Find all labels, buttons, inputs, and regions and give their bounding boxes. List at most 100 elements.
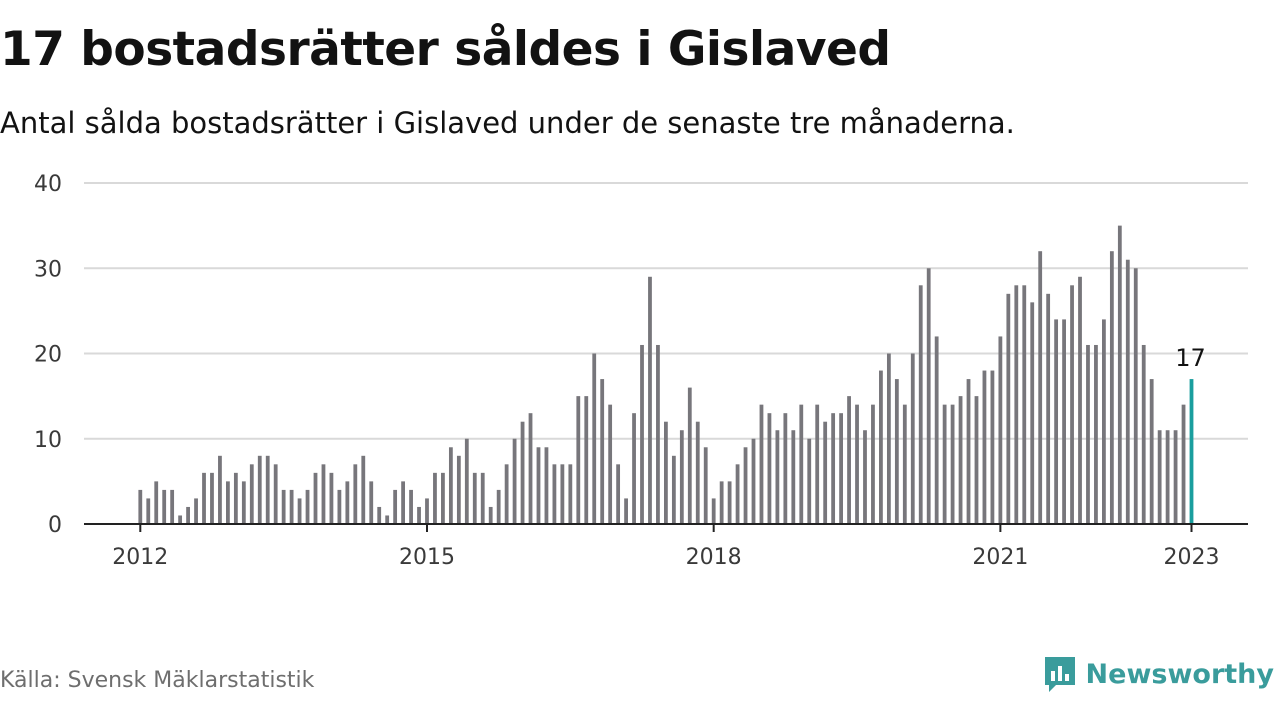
bar bbox=[990, 370, 995, 524]
bar bbox=[751, 438, 756, 524]
y-tick-label: 10 bbox=[34, 428, 62, 453]
bar bbox=[1117, 225, 1122, 524]
bar bbox=[727, 481, 732, 524]
bar bbox=[783, 413, 788, 524]
annotations: 17 bbox=[1175, 344, 1206, 372]
x-tick-label: 2023 bbox=[1164, 545, 1220, 570]
bar bbox=[441, 472, 445, 524]
bar bbox=[1165, 430, 1170, 524]
bar bbox=[902, 404, 907, 524]
bar bbox=[512, 438, 517, 524]
bar bbox=[1046, 293, 1051, 524]
bar bbox=[353, 464, 358, 524]
bar bbox=[791, 430, 796, 524]
bar bbox=[425, 498, 429, 524]
bar bbox=[305, 489, 310, 524]
bar bbox=[831, 413, 836, 524]
bar bbox=[369, 481, 374, 524]
bar bbox=[671, 455, 676, 524]
x-tick-label: 2021 bbox=[972, 545, 1028, 570]
bar bbox=[337, 489, 342, 524]
bar bbox=[886, 353, 891, 524]
bar bbox=[632, 413, 636, 524]
bar bbox=[1141, 344, 1146, 524]
last-value-label: 17 bbox=[1175, 344, 1206, 372]
bar bbox=[695, 421, 700, 524]
x-tick-label: 2015 bbox=[399, 545, 455, 570]
bar bbox=[998, 336, 1003, 524]
bar bbox=[974, 396, 979, 524]
source-note: Källa: Svensk Mäklarstatistik bbox=[0, 668, 315, 693]
bar bbox=[799, 404, 804, 524]
bar bbox=[146, 498, 151, 524]
bar bbox=[194, 498, 198, 524]
bar bbox=[711, 498, 716, 524]
bar bbox=[815, 404, 820, 524]
bar bbox=[584, 396, 589, 524]
bar bbox=[648, 276, 652, 524]
bar bbox=[464, 438, 469, 524]
bar bbox=[361, 455, 366, 524]
bar bbox=[1149, 379, 1154, 524]
bar bbox=[409, 489, 413, 524]
bar bbox=[1038, 251, 1043, 524]
bar bbox=[640, 344, 644, 524]
bar bbox=[592, 353, 597, 524]
y-tick-label: 30 bbox=[34, 257, 62, 282]
bar bbox=[1094, 344, 1098, 524]
brand-logo: Newsworthy bbox=[1042, 654, 1274, 694]
bar bbox=[1173, 430, 1178, 524]
bar bbox=[186, 506, 190, 524]
y-tick-label: 40 bbox=[34, 172, 62, 197]
bar bbox=[170, 489, 175, 524]
bar bbox=[385, 515, 390, 524]
bar bbox=[855, 404, 859, 524]
bar bbox=[226, 481, 230, 524]
bar bbox=[759, 404, 764, 524]
bar bbox=[313, 472, 318, 524]
bar bbox=[767, 413, 772, 524]
bar-chart: 0 10 20 30 40 2012 2015 2018 2021 2023 17 bbox=[34, 172, 1248, 570]
bar bbox=[719, 481, 724, 524]
bar bbox=[735, 464, 740, 524]
bar bbox=[560, 464, 565, 524]
bar bbox=[528, 413, 533, 524]
bar bbox=[321, 464, 326, 524]
bar bbox=[233, 472, 238, 524]
bar bbox=[910, 353, 915, 524]
bar bbox=[950, 404, 955, 524]
bar bbox=[616, 464, 621, 524]
bar bbox=[345, 481, 350, 524]
bar bbox=[154, 481, 159, 524]
chart-title: 17 bostadsrätter såldes i Gislaved bbox=[0, 22, 891, 77]
bar bbox=[544, 447, 549, 524]
bar bbox=[687, 387, 692, 524]
bar bbox=[265, 455, 270, 524]
bar bbox=[823, 421, 828, 524]
bar bbox=[576, 396, 581, 524]
bar bbox=[552, 464, 557, 524]
bar bbox=[433, 472, 437, 524]
y-tick-label: 0 bbox=[48, 513, 62, 538]
bar bbox=[289, 489, 294, 524]
bar bbox=[966, 379, 971, 524]
bars bbox=[138, 225, 1194, 524]
bar bbox=[297, 498, 302, 524]
bar bbox=[1181, 404, 1186, 524]
x-axis-ticks: 2012 2015 2018 2021 2023 bbox=[112, 524, 1220, 570]
bar bbox=[743, 447, 748, 524]
highlight-bar bbox=[1189, 379, 1194, 524]
bar bbox=[1109, 251, 1114, 524]
bar bbox=[807, 438, 812, 524]
bar bbox=[847, 396, 851, 524]
bar bbox=[1125, 259, 1130, 524]
bar bbox=[249, 464, 254, 524]
bar bbox=[894, 379, 899, 524]
bar bbox=[281, 489, 286, 524]
bar bbox=[1054, 319, 1059, 524]
bar bbox=[218, 455, 222, 524]
bar bbox=[918, 285, 923, 524]
bar bbox=[1014, 285, 1019, 524]
bar bbox=[608, 404, 613, 524]
bar bbox=[241, 481, 246, 524]
